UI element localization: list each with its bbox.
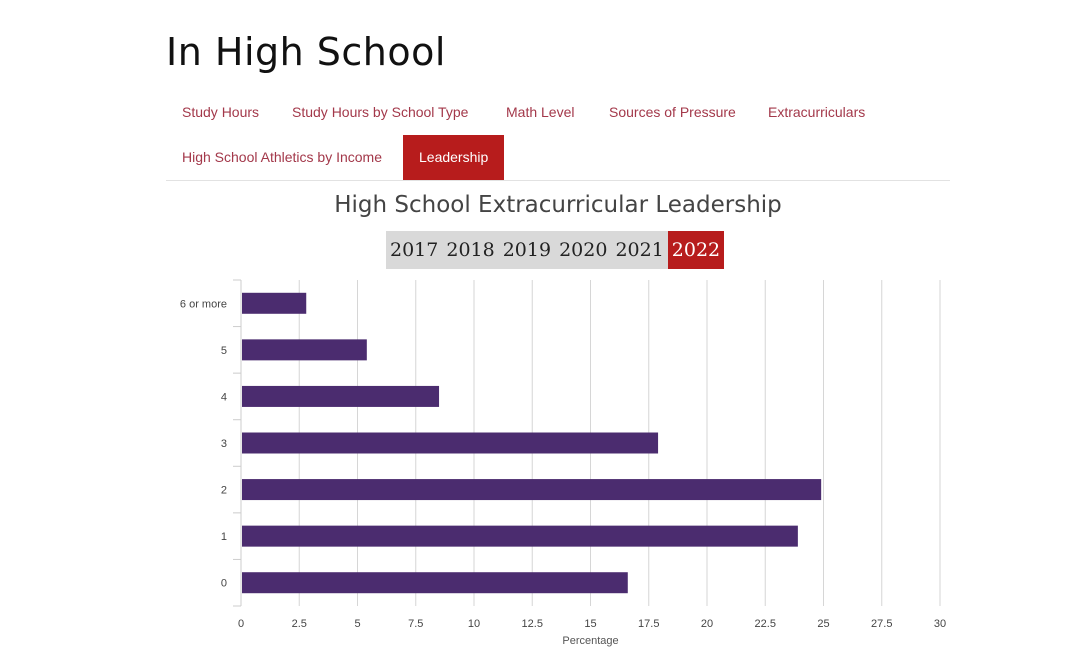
year-button-2022[interactable]: 2022 (667, 231, 725, 269)
x-axis-label: Percentage (562, 635, 618, 647)
y-tick-label: 3 (221, 438, 227, 450)
x-tick-label: 2.5 (292, 618, 307, 630)
year-button-2020[interactable]: 2020 (559, 239, 608, 261)
x-tick-label: 30 (934, 618, 946, 630)
x-tick-label: 25 (817, 618, 829, 630)
year-button-2021[interactable]: 2021 (615, 239, 664, 261)
x-tick-label: 22.5 (755, 618, 776, 630)
tab-sources-of-pressure[interactable]: Sources of Pressure (609, 104, 736, 120)
tab-high-school-athletics-by-income[interactable]: High School Athletics by Income (182, 149, 382, 165)
y-tick-label: 5 (221, 345, 227, 357)
tab-math-level[interactable]: Math Level (506, 104, 575, 120)
bar (242, 432, 659, 454)
y-tick-label: 1 (221, 531, 227, 543)
y-tick-label: 2 (221, 485, 227, 497)
x-tick-label: 15 (584, 618, 596, 630)
y-tick-label: 0 (221, 578, 227, 590)
bar (242, 385, 440, 407)
tab-bar: Study Hours Study Hours by School Type M… (166, 90, 950, 181)
x-tick-label: 27.5 (871, 618, 892, 630)
x-tick-label: 7.5 (408, 618, 423, 630)
y-tick-label: 4 (221, 391, 227, 403)
chart-title: High School Extracurricular Leadership (334, 192, 782, 218)
year-button-2019[interactable]: 2019 (502, 239, 552, 261)
x-tick-label: 0 (238, 618, 244, 630)
tab-study-hours[interactable]: Study Hours (182, 104, 260, 120)
bar (242, 339, 367, 361)
tab-extracurriculars[interactable]: Extracurriculars (768, 104, 866, 120)
y-tick-label: 6 or more (180, 298, 227, 310)
x-tick-label: 10 (468, 618, 480, 630)
year-selector: 2017 2018 2019 2020 2021 2022 (386, 231, 725, 269)
bar (242, 292, 307, 314)
tab-study-hours-by-school-type[interactable]: Study Hours by School Type (292, 104, 469, 120)
bar (242, 525, 798, 547)
bar (242, 479, 822, 501)
bar (242, 572, 628, 594)
tab-leadership[interactable]: Leadership (403, 135, 505, 180)
x-tick-label: 17.5 (638, 618, 659, 630)
year-button-2017[interactable]: 2017 (390, 239, 439, 261)
x-tick-label: 5 (354, 618, 360, 630)
year-button-2018[interactable]: 2018 (446, 239, 495, 261)
page-title: In High School (166, 30, 446, 74)
x-tick-label: 20 (701, 618, 713, 630)
x-tick-label: 12.5 (522, 618, 543, 630)
